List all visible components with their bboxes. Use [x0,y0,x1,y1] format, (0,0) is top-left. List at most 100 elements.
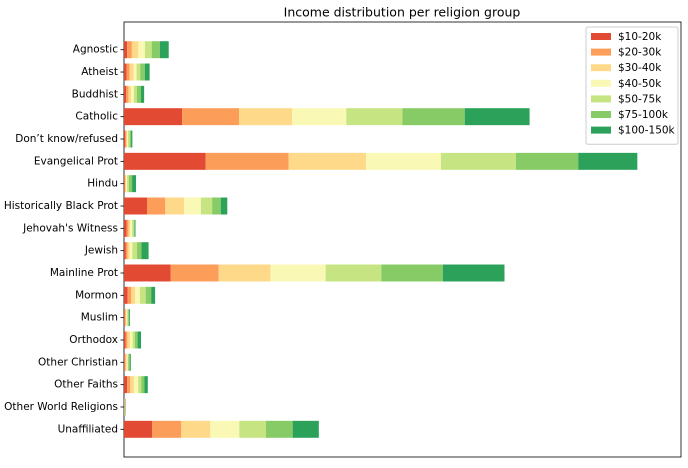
bar-segment [402,108,465,126]
legend-label: $100-150k [618,125,676,137]
bar-segment [292,108,347,126]
y-tick-label: Catholic [75,111,118,123]
bar-segment [124,420,153,438]
bar-segment [131,130,133,148]
legend-label: $30-40k [618,62,662,74]
legend-label: $10-20k [618,31,662,43]
bar-segment [127,41,132,59]
bar-segment [129,242,133,260]
legend-label: $40-50k [618,78,662,90]
bar-segment [129,63,134,81]
bar-segment [218,264,271,282]
y-tick-label: Agnostic [73,44,118,56]
y-tick-label: Mainline Prot [50,267,118,279]
bar-segment [205,152,289,170]
y-tick-label: Evangelical Prot [34,155,118,167]
bar-segment [124,152,206,170]
y-tick-label: Don’t know/refused [15,133,118,145]
bar-segment [127,286,132,304]
bar-segment [136,85,141,103]
bar-segment [127,331,131,349]
bar-segment [144,41,152,59]
y-tick-label: Hindu [87,178,118,190]
bar-segment [578,152,638,170]
y-tick-label: Other Faiths [54,379,118,391]
bar-segment [151,286,156,304]
bar-segment [130,331,133,349]
legend-label: $50-75k [618,93,662,105]
bar-segment [200,197,213,215]
bar-segment [147,197,166,215]
bar-segment [464,108,530,126]
y-tick-label: Orthodox [69,334,118,346]
bar-segment [131,85,134,103]
bar-segment [137,331,141,349]
bar-segment [137,242,142,260]
y-tick-label: Other World Religions [4,401,118,413]
legend-swatch [591,79,611,87]
bar-segment [346,108,403,126]
bar-segment [124,197,148,215]
legend-swatch [591,64,611,72]
bar-segment [128,175,133,193]
bar-segment [139,286,146,304]
bar-segment [133,85,137,103]
y-tick-label: Other Christian [38,356,118,368]
bar-segment [130,376,134,394]
bar-segment [182,108,240,126]
bar-segment [140,85,145,103]
bar-segment [140,63,145,81]
bar-segment [124,309,125,327]
bar-segment [127,130,130,148]
bar-segment [126,130,128,148]
bar-segment [265,420,293,438]
bar-segment [325,264,382,282]
bar-segment [381,264,443,282]
bar-segment [270,264,326,282]
bar-segment [127,309,129,327]
legend-label: $75-100k [618,109,669,121]
bar-segment [165,197,185,215]
y-tick-label: Buddhist [72,88,118,100]
bar-segment [124,175,126,193]
bar-segment [515,152,579,170]
bar-segment [134,219,136,237]
bar-segment [133,219,135,237]
y-tick-label: Mormon [75,289,118,301]
bar-segment [144,376,148,394]
bar-segment [125,353,127,371]
bar-segment [126,309,128,327]
bar-segment [128,85,132,103]
bar-segment [128,309,130,327]
bar-segment [292,420,319,438]
bar-segment [170,264,219,282]
y-tick-label: Unaffiliated [58,423,118,435]
bar-segment [125,242,128,260]
bar-segment [124,309,126,327]
bar-segment [152,420,182,438]
bar-segment [124,85,127,103]
y-tick-label: Jewish [84,245,118,257]
plot-frame [123,21,682,458]
bar-segment [124,175,125,193]
y-tick-label: Jehovah's Witness [22,222,118,234]
bar-segment [127,130,128,148]
bar-segment [131,286,136,304]
bar-segment [128,219,131,237]
bar-segment [129,130,132,148]
bar-segment [124,63,127,81]
bar-segment [124,242,126,260]
bar-segment [127,353,129,371]
bar-segment [239,420,266,438]
bar-segment [136,63,141,81]
bar-segment [124,353,126,371]
bar-segment [220,197,228,215]
legend-label: $20-30k [618,47,662,59]
bar-segment [181,420,211,438]
bar-segment [132,175,137,193]
bar-segment [126,353,128,371]
bar-segment [124,353,125,371]
bar-segment [125,309,127,327]
y-tick-label: Muslim [81,312,118,324]
bar-segment [129,353,131,371]
